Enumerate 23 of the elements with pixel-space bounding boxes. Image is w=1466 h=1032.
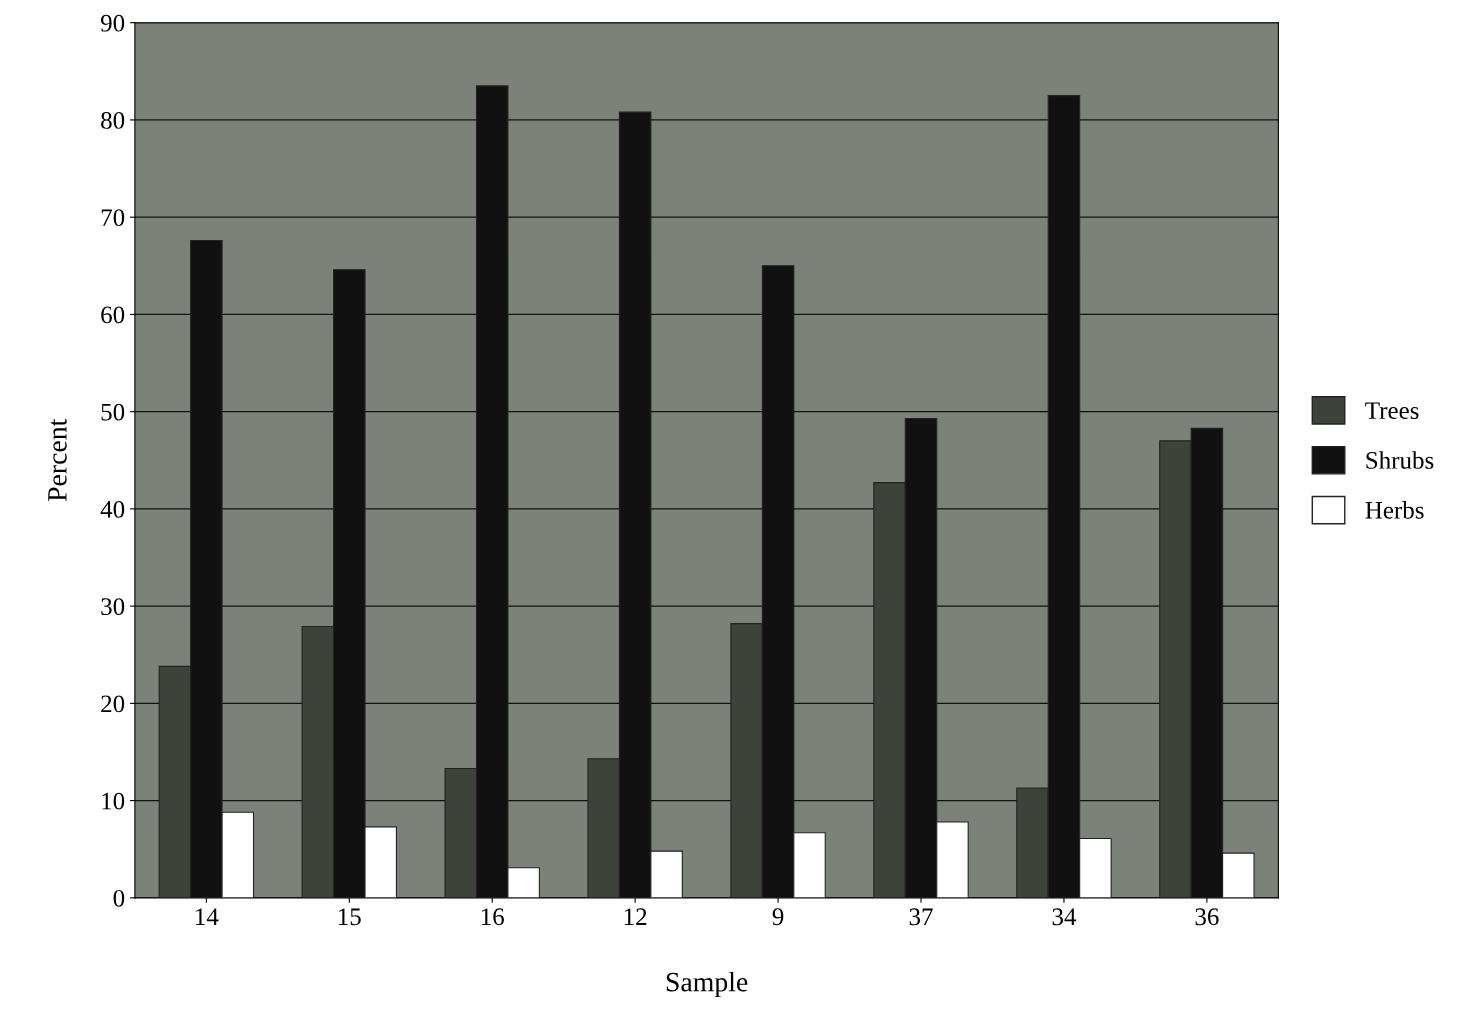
- x-tick-label: 9: [772, 908, 784, 926]
- y-tick-label: 10: [102, 792, 125, 810]
- y-tick-label: 80: [101, 111, 125, 129]
- y-tick-label: 60: [101, 306, 125, 324]
- y-tick-label: 50: [101, 403, 125, 421]
- y-tick-label: 30: [101, 598, 125, 616]
- y-tick-label: 70: [101, 209, 125, 227]
- y-axis-title: Percent: [48, 418, 67, 502]
- x-tick-label: 36: [1195, 908, 1219, 926]
- y-tick-label: 20: [101, 695, 125, 713]
- legend-label: Shrubs: [1366, 451, 1434, 469]
- y-tick-label: 0: [113, 889, 125, 907]
- legend-label: Trees: [1365, 402, 1419, 420]
- y-tick-label: 90: [100, 14, 125, 32]
- x-tick-label: 16: [481, 908, 504, 926]
- legend-label: Herbs: [1365, 501, 1424, 519]
- x-tick-label: 12: [624, 908, 647, 925]
- y-tick-label: 40: [100, 500, 125, 518]
- x-axis-title: Sample: [666, 971, 748, 998]
- x-tick-label: 15: [338, 908, 361, 926]
- x-tick-label: 37: [909, 908, 933, 926]
- x-tick-label: 34: [1052, 908, 1077, 926]
- x-tick-label: 14: [196, 908, 219, 925]
